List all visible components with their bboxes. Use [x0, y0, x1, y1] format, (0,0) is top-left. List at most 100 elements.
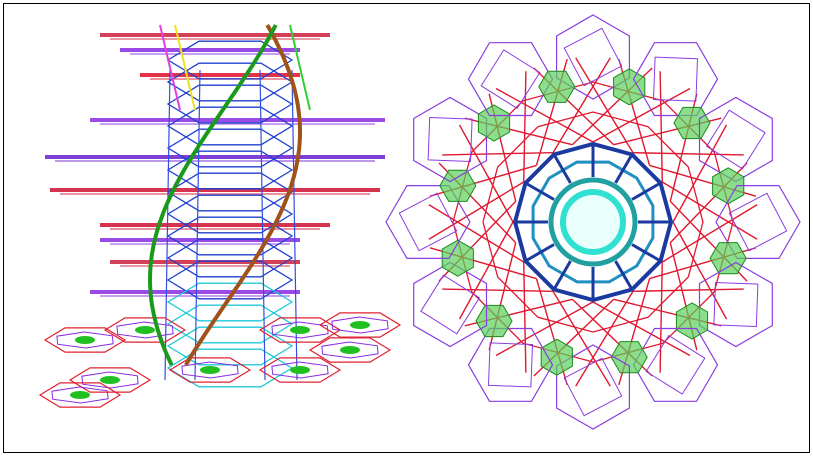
outer-cage: [632, 327, 719, 402]
outer-cage: [427, 116, 473, 163]
lattice-line: [659, 71, 663, 183]
lattice-line: [523, 261, 527, 373]
base-dot: [70, 391, 90, 399]
green-cluster: [673, 106, 711, 140]
lattice-line: [575, 290, 634, 387]
outer-cage: [398, 192, 458, 252]
base-hex: [181, 361, 239, 379]
green-cluster: [540, 338, 573, 376]
base-hex: [103, 317, 187, 343]
column-ring: [166, 260, 294, 300]
green-cluster: [441, 239, 474, 277]
spoke: [524, 243, 555, 263]
lattice-line: [442, 288, 554, 292]
green-cluster: [675, 302, 709, 340]
outer-cage: [555, 14, 631, 100]
outer-cage: [713, 281, 759, 328]
outer-cage: [467, 42, 554, 117]
base-hex: [271, 321, 329, 339]
column-ring: [166, 304, 294, 344]
lattice-line: [672, 221, 728, 320]
outer-cage: [385, 185, 471, 259]
top-strand: [289, 24, 311, 111]
core: [560, 189, 626, 255]
column-ring: [166, 216, 294, 256]
base-hex: [258, 357, 342, 383]
outer-cage: [420, 274, 481, 335]
column-ring: [166, 348, 294, 388]
core-ring: [548, 177, 638, 267]
wheel-top-view: [385, 14, 801, 430]
base-hex: [116, 321, 174, 339]
outer-cage: [632, 42, 719, 117]
base-hex: [308, 337, 392, 363]
top-strand: [174, 24, 196, 111]
lattice-line: [632, 152, 744, 156]
column-ring: [166, 282, 294, 322]
spoke: [631, 181, 662, 201]
lattice-line: [458, 124, 514, 223]
helix-strand: [148, 24, 278, 366]
outer-cage: [413, 261, 488, 348]
frame: [3, 3, 810, 453]
green-cluster: [610, 341, 648, 374]
base-dot: [350, 321, 370, 329]
lattice-line: [495, 301, 594, 357]
base-hex: [321, 341, 379, 359]
spoke: [552, 153, 572, 184]
lattice-line: [661, 204, 758, 263]
base-dot: [290, 326, 310, 334]
base-hex: [258, 317, 342, 343]
top-strand: [159, 24, 181, 111]
base-hex: [38, 382, 122, 408]
outer-cage: [698, 96, 773, 183]
green-cluster: [709, 242, 747, 275]
green-cluster: [475, 304, 513, 338]
lattice-line: [442, 152, 554, 156]
base-hex: [331, 316, 389, 334]
column-edge: [259, 69, 266, 381]
outer-cage: [480, 49, 541, 110]
outer-cage: [413, 96, 488, 183]
base-hex: [318, 312, 402, 338]
helix-side-view: [38, 24, 402, 408]
outer-cage: [715, 185, 801, 259]
outer-cage: [563, 27, 623, 87]
outer-cage: [555, 344, 631, 430]
base-hex: [271, 361, 329, 379]
spoke: [631, 243, 662, 263]
lattice-line: [523, 71, 527, 183]
base-hex: [81, 371, 139, 389]
lattice-line: [592, 301, 691, 357]
lattice-line: [575, 57, 634, 154]
lattice-ring: [482, 111, 704, 333]
base-dot: [340, 346, 360, 354]
base-hex: [68, 367, 152, 393]
outer-cage: [645, 334, 706, 395]
inner-ring: [531, 160, 655, 284]
spoke: [552, 260, 572, 291]
lattice-line: [458, 221, 514, 320]
base-dot: [200, 366, 220, 374]
base-dot: [290, 366, 310, 374]
base-hex: [56, 331, 114, 349]
base-dot: [75, 336, 95, 344]
lattice-line: [428, 181, 525, 240]
outer-cage: [563, 357, 623, 417]
column-edge: [194, 69, 201, 381]
base-hex: [168, 357, 252, 383]
green-cluster: [477, 104, 511, 142]
outer-cage: [728, 192, 788, 252]
spoke: [524, 181, 555, 201]
lattice-ring: [452, 81, 734, 363]
lattice-line: [495, 87, 594, 143]
outer-cage: [467, 327, 554, 402]
base-dot: [135, 326, 155, 334]
spoke: [614, 260, 634, 291]
column-edge: [164, 69, 171, 381]
outer-cage: [698, 261, 773, 348]
lattice-line: [659, 261, 663, 373]
helix-strand: [184, 24, 302, 367]
